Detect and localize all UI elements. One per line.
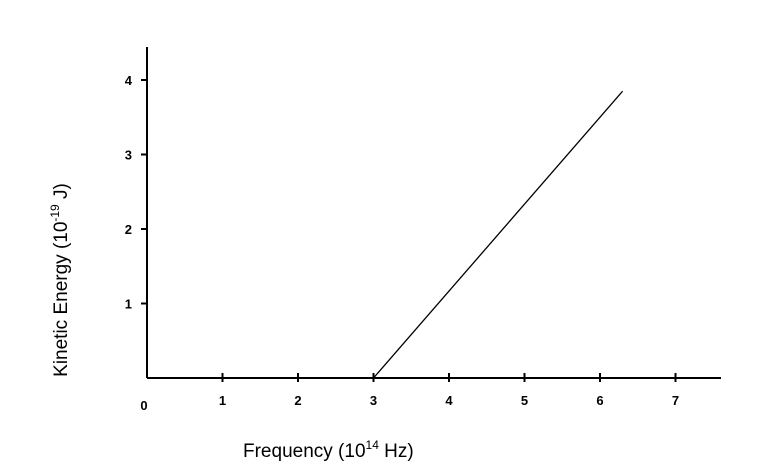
x-axis-title-exponent: 14 xyxy=(366,438,380,452)
x-tick-label: 2 xyxy=(294,393,301,408)
series-group xyxy=(373,90,624,379)
axes xyxy=(146,47,721,379)
x-tick-label: 7 xyxy=(672,393,679,408)
origin-label: 0 xyxy=(140,398,147,413)
y-tick-label: 1 xyxy=(125,297,132,312)
x-axis-title-prefix: Frequency (10 xyxy=(243,441,366,462)
x-axis-title-suffix: Hz) xyxy=(379,441,414,462)
y-tick-label: 4 xyxy=(125,73,133,88)
x-tick-label: 6 xyxy=(596,393,603,408)
x-axis-title: Frequency (1014 Hz) xyxy=(243,438,414,462)
y-tick-label: 3 xyxy=(125,148,132,163)
y-axis-title: Kinetic Energy (10-19 J) xyxy=(48,183,72,377)
series-line xyxy=(373,90,624,379)
x-tick-label: 4 xyxy=(445,393,453,408)
y-axis-title-prefix: Kinetic Energy (10 xyxy=(51,222,72,377)
y-axis-title-suffix: J) xyxy=(51,183,72,204)
y-axis-title-exponent: -19 xyxy=(48,204,62,222)
x-tick-label: 1 xyxy=(219,393,226,408)
y-tick-label: 2 xyxy=(125,222,132,237)
y-ticks: 1 2 3 4 xyxy=(125,73,148,312)
x-tick-label: 5 xyxy=(521,393,528,408)
x-tick-label: 3 xyxy=(370,393,377,408)
